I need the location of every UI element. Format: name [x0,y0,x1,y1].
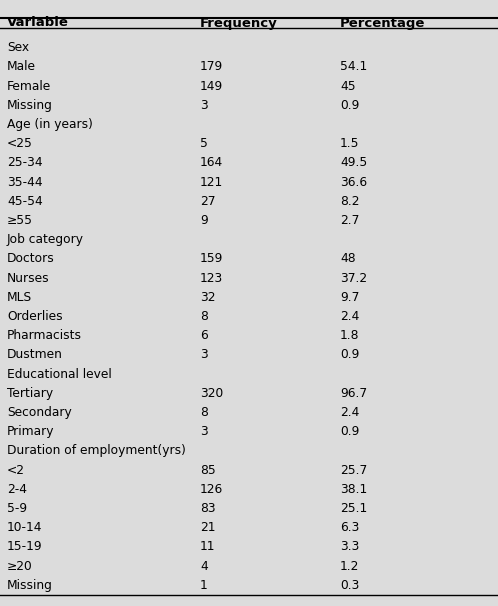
Text: Doctors: Doctors [7,252,55,265]
Text: 1: 1 [200,579,208,591]
Text: 1.5: 1.5 [340,137,360,150]
Text: Nurses: Nurses [7,271,50,284]
Text: Frequency: Frequency [200,16,278,30]
Text: 25.1: 25.1 [340,502,367,515]
Text: <25: <25 [7,137,33,150]
Text: 15-19: 15-19 [7,541,43,553]
Text: 38.1: 38.1 [340,483,367,496]
Text: Tertiary: Tertiary [7,387,53,400]
Text: Primary: Primary [7,425,54,438]
Text: 32: 32 [200,291,216,304]
Text: Educational level: Educational level [7,367,112,381]
Text: 1.2: 1.2 [340,559,360,573]
Text: 27: 27 [200,195,216,208]
Text: 4: 4 [200,559,208,573]
Text: 5: 5 [200,137,208,150]
Text: 0.3: 0.3 [340,579,360,591]
Text: 5-9: 5-9 [7,502,27,515]
Text: 8: 8 [200,406,208,419]
Text: 3: 3 [200,348,208,361]
Text: Percentage: Percentage [340,16,425,30]
Text: Secondary: Secondary [7,406,72,419]
Text: 25-34: 25-34 [7,156,43,169]
Text: MLS: MLS [7,291,32,304]
Text: 21: 21 [200,521,216,534]
Text: 54.1: 54.1 [340,61,367,73]
Text: 11: 11 [200,541,216,553]
Text: 0.9: 0.9 [340,348,360,361]
Text: 96.7: 96.7 [340,387,367,400]
Text: 159: 159 [200,252,224,265]
Text: Dustmen: Dustmen [7,348,63,361]
Text: 9.7: 9.7 [340,291,360,304]
Text: 48: 48 [340,252,356,265]
Text: 3.3: 3.3 [340,541,360,553]
Text: 3: 3 [200,99,208,112]
Text: ≥20: ≥20 [7,559,33,573]
Text: 2-4: 2-4 [7,483,27,496]
Text: 9: 9 [200,214,208,227]
Text: 85: 85 [200,464,216,476]
Text: 45: 45 [340,79,356,93]
Text: 35-44: 35-44 [7,176,43,188]
Text: 164: 164 [200,156,223,169]
Text: 320: 320 [200,387,223,400]
Text: Job category: Job category [7,233,84,246]
Text: 121: 121 [200,176,223,188]
Text: Male: Male [7,61,36,73]
Text: 126: 126 [200,483,223,496]
Text: ≥55: ≥55 [7,214,33,227]
Text: 149: 149 [200,79,223,93]
Text: Sex: Sex [7,41,29,54]
Text: 0.9: 0.9 [340,425,360,438]
Text: Missing: Missing [7,579,53,591]
Text: 36.6: 36.6 [340,176,367,188]
Text: Age (in years): Age (in years) [7,118,93,131]
Text: 6.3: 6.3 [340,521,360,534]
Text: Variable: Variable [7,16,69,30]
Text: Duration of employment(yrs): Duration of employment(yrs) [7,444,186,458]
Text: 2.7: 2.7 [340,214,360,227]
Text: 179: 179 [200,61,223,73]
Text: 45-54: 45-54 [7,195,43,208]
Text: 49.5: 49.5 [340,156,367,169]
Text: 8.2: 8.2 [340,195,360,208]
Text: Orderlies: Orderlies [7,310,63,323]
Text: 3: 3 [200,425,208,438]
Text: 2.4: 2.4 [340,310,360,323]
Text: 83: 83 [200,502,216,515]
Text: 0.9: 0.9 [340,99,360,112]
Text: 1.8: 1.8 [340,329,360,342]
Text: 10-14: 10-14 [7,521,42,534]
Text: 37.2: 37.2 [340,271,367,284]
Text: 6: 6 [200,329,208,342]
Text: 2.4: 2.4 [340,406,360,419]
Text: Pharmacists: Pharmacists [7,329,82,342]
Text: <2: <2 [7,464,25,476]
Text: Missing: Missing [7,99,53,112]
Text: Female: Female [7,79,51,93]
Text: 123: 123 [200,271,223,284]
Text: 8: 8 [200,310,208,323]
Text: 25.7: 25.7 [340,464,367,476]
